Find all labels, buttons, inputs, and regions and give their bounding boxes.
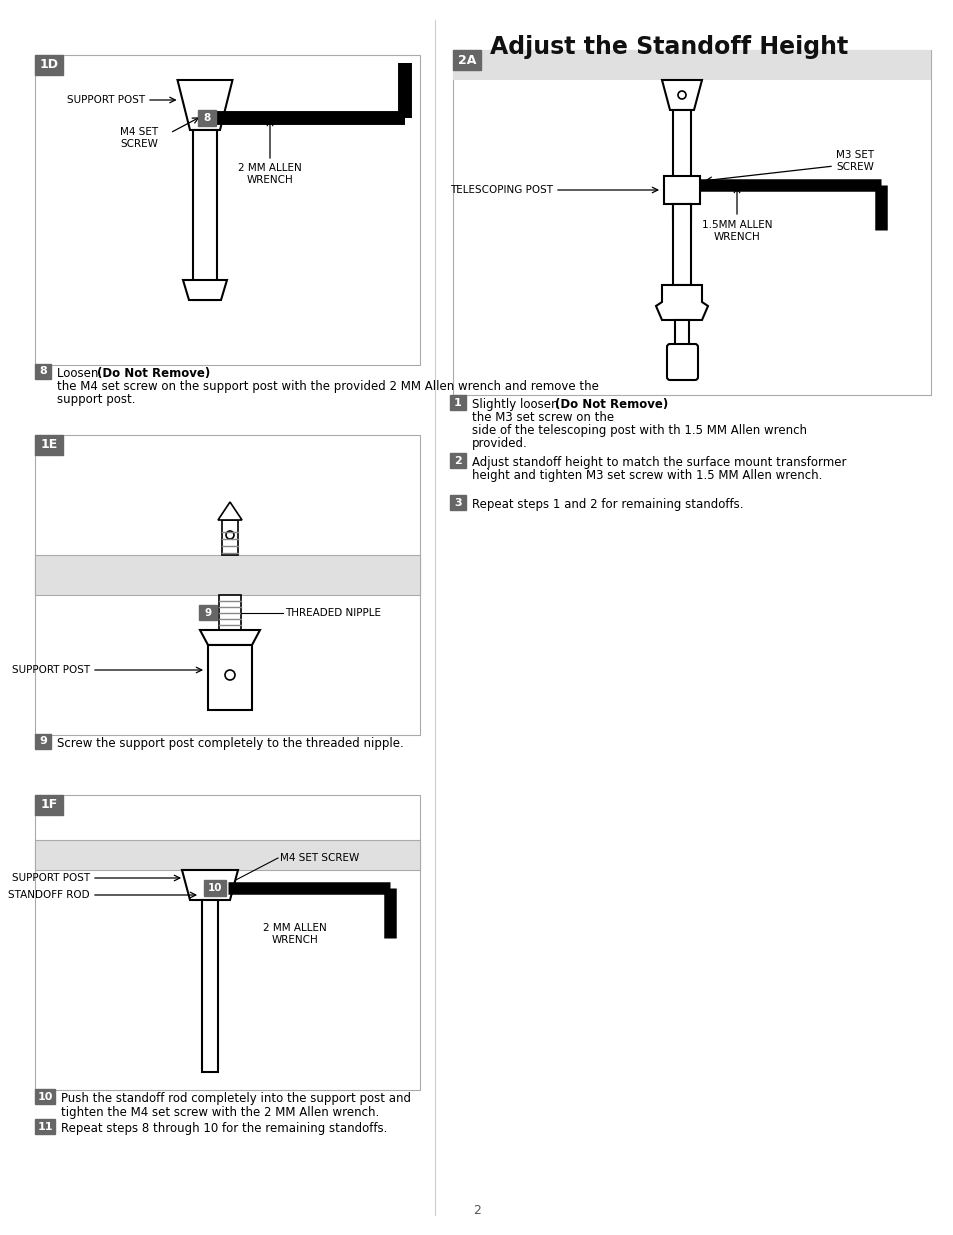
Bar: [35, 840, 419, 869]
Bar: [35, 1119, 55, 1134]
Text: 2A: 2A: [457, 53, 476, 67]
Text: SUPPORT POST: SUPPORT POST: [67, 95, 145, 105]
Text: THREADED NIPPLE: THREADED NIPPLE: [285, 608, 380, 618]
Bar: [199, 605, 216, 620]
Bar: [198, 110, 215, 126]
Text: Repeat steps 8 through 10 for the remaining standoffs.: Repeat steps 8 through 10 for the remain…: [61, 1123, 387, 1135]
Text: 8: 8: [203, 112, 211, 124]
Bar: [35, 56, 63, 75]
Bar: [35, 1089, 55, 1104]
Text: SUPPORT POST: SUPPORT POST: [11, 664, 90, 676]
Text: (Do Not Remove): (Do Not Remove): [555, 398, 668, 411]
Bar: [672, 110, 690, 220]
Bar: [675, 320, 688, 366]
Bar: [450, 453, 465, 468]
Bar: [35, 795, 419, 1091]
Text: 3: 3: [454, 498, 461, 508]
Text: SUPPORT POST: SUPPORT POST: [11, 873, 90, 883]
Bar: [222, 520, 237, 555]
Text: 2: 2: [473, 1204, 480, 1216]
Bar: [208, 645, 252, 710]
Text: 1: 1: [454, 398, 461, 408]
Text: 2 MM ALLEN
WRENCH: 2 MM ALLEN WRENCH: [263, 923, 327, 945]
Bar: [453, 49, 930, 395]
Bar: [672, 204, 690, 285]
Text: 11: 11: [37, 1121, 52, 1131]
Text: Repeat steps 1 and 2 for remaining standoffs.: Repeat steps 1 and 2 for remaining stand…: [472, 498, 742, 511]
Bar: [453, 49, 930, 80]
Text: Adjust the Standoff Height: Adjust the Standoff Height: [490, 35, 847, 59]
Text: Push the standoff rod completely into the support post and: Push the standoff rod completely into th…: [61, 1092, 411, 1105]
Bar: [35, 435, 419, 735]
FancyBboxPatch shape: [666, 345, 698, 380]
Text: tighten the M4 set screw with the 2 MM Allen wrench.: tighten the M4 set screw with the 2 MM A…: [61, 1107, 379, 1119]
Text: the M3 set screw on the: the M3 set screw on the: [472, 411, 614, 424]
Bar: [202, 900, 218, 1072]
Polygon shape: [200, 630, 260, 645]
Text: 1F: 1F: [40, 799, 57, 811]
Bar: [35, 435, 63, 454]
Bar: [35, 734, 51, 748]
Text: 1E: 1E: [40, 438, 57, 452]
Text: Adjust standoff height to match the surface mount transformer: Adjust standoff height to match the surf…: [472, 456, 845, 469]
Polygon shape: [661, 80, 701, 110]
Text: support post.: support post.: [57, 393, 135, 406]
Circle shape: [225, 671, 234, 680]
Bar: [35, 795, 63, 815]
Text: 9: 9: [39, 736, 47, 746]
Text: 8: 8: [39, 367, 47, 377]
Text: STANDOFF ROD: STANDOFF ROD: [9, 890, 90, 900]
Text: M4 SET
SCREW: M4 SET SCREW: [120, 127, 158, 148]
Text: provided.: provided.: [472, 437, 527, 450]
Text: Slightly loosen: Slightly loosen: [472, 398, 561, 411]
Circle shape: [678, 91, 685, 99]
Text: 1D: 1D: [39, 58, 58, 72]
Text: 2: 2: [454, 456, 461, 466]
Bar: [450, 495, 465, 510]
Bar: [219, 595, 241, 630]
Bar: [35, 56, 419, 366]
Polygon shape: [656, 285, 707, 320]
Text: the M4 set screw on the support post with the provided 2 MM Allen wrench and rem: the M4 set screw on the support post wit…: [57, 380, 598, 393]
Bar: [663, 177, 700, 204]
Text: M4 SET SCREW: M4 SET SCREW: [280, 853, 359, 863]
Text: 10: 10: [208, 883, 222, 893]
Bar: [450, 395, 465, 410]
Polygon shape: [177, 80, 233, 130]
Polygon shape: [218, 501, 242, 520]
Bar: [193, 130, 216, 300]
Text: (Do Not Remove): (Do Not Remove): [97, 367, 210, 380]
Text: 9: 9: [204, 608, 212, 618]
Text: Loosen: Loosen: [57, 367, 102, 380]
Text: height and tighten M3 set screw with 1.5 MM Allen wrench.: height and tighten M3 set screw with 1.5…: [472, 469, 821, 482]
Bar: [204, 881, 226, 897]
Bar: [35, 555, 419, 595]
Text: 10: 10: [37, 1092, 52, 1102]
Text: 1.5MM ALLEN
WRENCH: 1.5MM ALLEN WRENCH: [701, 220, 771, 242]
Circle shape: [226, 531, 233, 538]
Polygon shape: [183, 280, 227, 300]
Bar: [453, 49, 480, 70]
Polygon shape: [182, 869, 237, 900]
Text: TELESCOPING POST: TELESCOPING POST: [450, 185, 553, 195]
Text: 2 MM ALLEN
WRENCH: 2 MM ALLEN WRENCH: [238, 163, 301, 184]
Text: M3 SET
SCREW: M3 SET SCREW: [835, 151, 873, 172]
Text: side of the telescoping post with th 1.5 MM Allen wrench: side of the telescoping post with th 1.5…: [472, 424, 806, 437]
Text: Screw the support post completely to the threaded nipple.: Screw the support post completely to the…: [57, 737, 403, 750]
Bar: [35, 364, 51, 379]
